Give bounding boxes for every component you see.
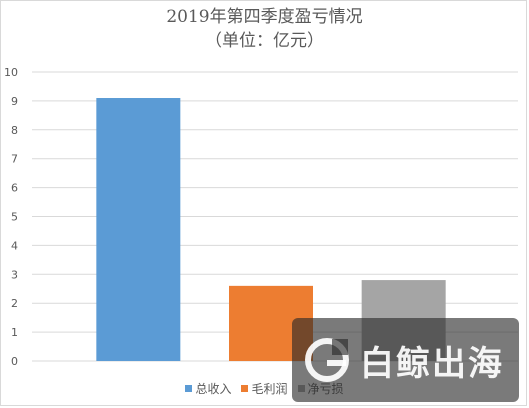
y-tick-label: 6	[11, 182, 18, 195]
watermark: 白鲸出海	[292, 318, 519, 402]
y-tick-label: 7	[11, 153, 18, 166]
legend-item: 毛利润	[241, 380, 288, 397]
watermark-text: 白鲸出海	[360, 343, 504, 384]
y-tick-label: 1	[11, 326, 18, 339]
y-tick-label: 4	[11, 239, 18, 252]
whale-logo-icon	[305, 338, 349, 382]
chart-subtitle: （单位：亿元）	[205, 31, 324, 51]
legend-label: 毛利润	[251, 382, 288, 396]
y-tick-label: 2	[11, 297, 18, 310]
legend-swatch	[241, 385, 249, 392]
y-tick-label: 0	[11, 355, 18, 368]
y-tick-label: 9	[11, 95, 18, 108]
y-tick-label: 5	[11, 211, 18, 224]
chart-title: 2019年第四季度盈亏情况	[166, 7, 363, 27]
y-tick-label: 3	[11, 268, 18, 281]
legend-label: 总收入	[195, 382, 232, 396]
legend-swatch	[185, 385, 193, 392]
legend-item: 总收入	[185, 380, 231, 397]
y-tick-label: 10	[4, 66, 18, 79]
y-tick-label: 8	[11, 124, 18, 137]
bar-总收入	[96, 98, 181, 361]
